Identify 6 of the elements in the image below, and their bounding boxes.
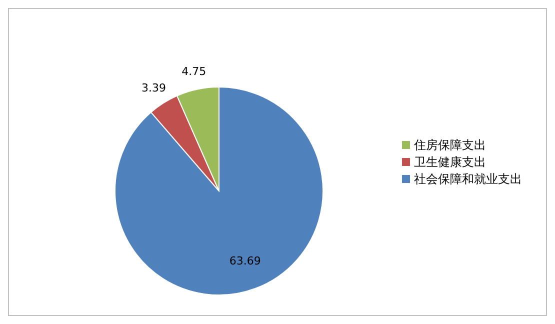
legend-label: 住房保障支出	[414, 138, 486, 152]
legend-label: 社会保障和就业支出	[414, 172, 522, 186]
data-label: 63.69	[229, 254, 261, 268]
legend-label: 卫生健康支出	[414, 154, 486, 168]
data-label: 3.39	[142, 81, 166, 94]
data-label: 4.75	[182, 65, 206, 78]
